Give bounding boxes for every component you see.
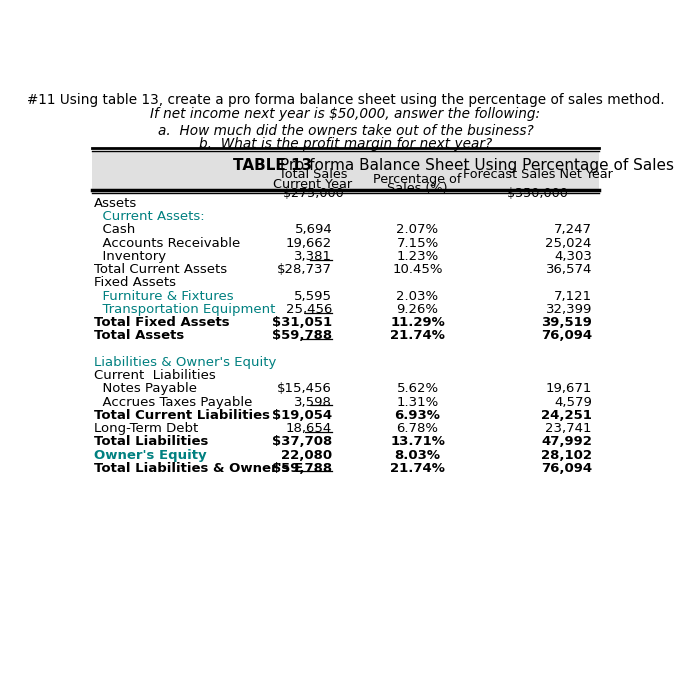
Text: b.  What is the profit margin for next year?: b. What is the profit margin for next ye… xyxy=(199,136,492,151)
Text: $37,708: $37,708 xyxy=(272,435,332,448)
Text: Cash: Cash xyxy=(94,224,135,237)
Text: Notes Payable: Notes Payable xyxy=(94,383,197,396)
Text: 76,094: 76,094 xyxy=(541,329,592,342)
Text: 36,574: 36,574 xyxy=(545,263,592,276)
Text: Total Current Liabilities: Total Current Liabilities xyxy=(94,409,270,422)
Text: Accounts Receivable: Accounts Receivable xyxy=(94,237,241,250)
Text: 22,080: 22,080 xyxy=(281,449,332,462)
Text: 2.07%: 2.07% xyxy=(396,224,439,237)
Text: Forecast Sales Net Year: Forecast Sales Net Year xyxy=(462,168,613,181)
Text: Current Year: Current Year xyxy=(274,178,353,191)
Bar xyxy=(92,151,599,190)
Text: Assets: Assets xyxy=(94,197,137,210)
Text: 5,595: 5,595 xyxy=(295,290,332,303)
Text: $275,000: $275,000 xyxy=(282,187,343,200)
Text: Total Liabilities: Total Liabilities xyxy=(94,435,209,448)
Text: 25,024: 25,024 xyxy=(545,237,592,250)
Text: 10.45%: 10.45% xyxy=(392,263,443,276)
Text: Total Assets: Total Assets xyxy=(94,329,185,342)
Text: 8.03%: 8.03% xyxy=(394,449,441,462)
Text: 13.71%: 13.71% xyxy=(390,435,445,448)
Text: 4,579: 4,579 xyxy=(554,396,592,409)
Text: Furniture & Fixtures: Furniture & Fixtures xyxy=(94,290,234,303)
Text: 25,456: 25,456 xyxy=(286,303,332,316)
Text: 2.03%: 2.03% xyxy=(396,290,439,303)
Text: $350,000: $350,000 xyxy=(508,187,568,200)
Text: Inventory: Inventory xyxy=(94,250,166,263)
Text: 19,662: 19,662 xyxy=(286,237,332,250)
Text: 24,251: 24,251 xyxy=(541,409,592,422)
Text: 3,381: 3,381 xyxy=(295,250,332,263)
Text: $59,788: $59,788 xyxy=(272,462,332,475)
Text: Liabilities & Owner's Equity: Liabilities & Owner's Equity xyxy=(94,356,277,369)
Text: 1.23%: 1.23% xyxy=(396,250,439,263)
Text: $19,054: $19,054 xyxy=(272,409,332,422)
Text: 76,094: 76,094 xyxy=(541,462,592,475)
Text: Accrues Taxes Payable: Accrues Taxes Payable xyxy=(94,396,253,409)
Text: TABLE 13: TABLE 13 xyxy=(233,158,312,173)
Text: $15,456: $15,456 xyxy=(278,383,332,396)
Text: Pro forma Balance Sheet Using Percentage of Sales: Pro forma Balance Sheet Using Percentage… xyxy=(275,158,674,173)
Text: 19,671: 19,671 xyxy=(545,383,592,396)
Text: 4,303: 4,303 xyxy=(554,250,592,263)
Text: Current  Liabilities: Current Liabilities xyxy=(94,369,216,382)
Text: Sales (%): Sales (%) xyxy=(388,182,448,195)
Text: 47,992: 47,992 xyxy=(541,435,592,448)
Text: 23,741: 23,741 xyxy=(545,422,592,435)
Text: 6.78%: 6.78% xyxy=(396,422,439,435)
Text: 7,121: 7,121 xyxy=(554,290,592,303)
Text: $31,051: $31,051 xyxy=(272,316,332,329)
Text: 39,519: 39,519 xyxy=(541,316,592,329)
Text: $59,788: $59,788 xyxy=(272,329,332,342)
Text: 21.74%: 21.74% xyxy=(390,462,445,475)
Text: a.  How much did the owners take out of the business?: a. How much did the owners take out of t… xyxy=(158,124,533,138)
Text: If net income next year is $50,000, answer the following:: If net income next year is $50,000, answ… xyxy=(150,107,541,121)
Text: $28,737: $28,737 xyxy=(277,263,332,276)
Text: Total Fixed Assets: Total Fixed Assets xyxy=(94,316,230,329)
Text: 3,598: 3,598 xyxy=(295,396,332,409)
Text: 6.93%: 6.93% xyxy=(394,409,440,422)
Text: 21.74%: 21.74% xyxy=(390,329,445,342)
Text: Fixed Assets: Fixed Assets xyxy=(94,276,177,289)
Text: Long-Term Debt: Long-Term Debt xyxy=(94,422,199,435)
Text: Current Assets:: Current Assets: xyxy=(94,210,205,223)
Text: 28,102: 28,102 xyxy=(541,449,592,462)
Text: 18,654: 18,654 xyxy=(286,422,332,435)
Text: 7,247: 7,247 xyxy=(554,224,592,237)
Text: Total Sales: Total Sales xyxy=(278,168,347,181)
Text: 32,399: 32,399 xyxy=(545,303,592,316)
Text: Owner's Equity: Owner's Equity xyxy=(94,449,207,462)
Text: 5,694: 5,694 xyxy=(295,224,332,237)
Text: 1.31%: 1.31% xyxy=(396,396,439,409)
Text: #11 Using table 13, create a pro forma balance sheet using the percentage of sal: #11 Using table 13, create a pro forma b… xyxy=(26,93,665,107)
Text: 5.62%: 5.62% xyxy=(396,383,439,396)
Text: Total Current Assets: Total Current Assets xyxy=(94,263,227,276)
Text: 11.29%: 11.29% xyxy=(390,316,445,329)
Text: Percentage of: Percentage of xyxy=(373,173,462,186)
Text: Total Liabilities & Owner's E: Total Liabilities & Owner's E xyxy=(94,462,303,475)
Text: Transportation Equipment: Transportation Equipment xyxy=(94,303,276,316)
Text: 7.15%: 7.15% xyxy=(396,237,439,250)
Text: 9.26%: 9.26% xyxy=(396,303,439,316)
